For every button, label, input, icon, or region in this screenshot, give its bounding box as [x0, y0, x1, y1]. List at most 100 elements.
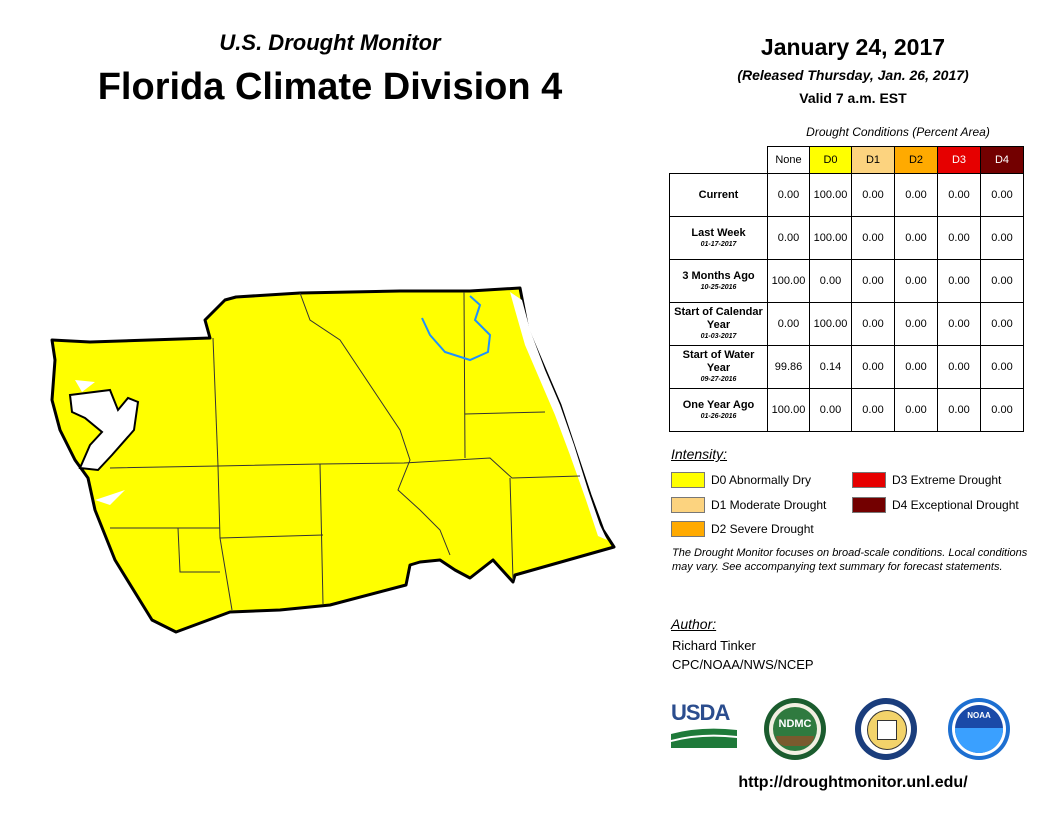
- cell-value: 0.00: [851, 259, 895, 303]
- col-none: None: [767, 146, 810, 174]
- doc-seal-logo: [855, 698, 917, 760]
- bay-water-3: [95, 490, 125, 505]
- bay-water-2: [75, 380, 95, 392]
- county-line: [177, 527, 220, 573]
- table-row: One Year Ago 01-26-2016 100.00 0.00 0.00 0.00…: [669, 388, 1024, 432]
- cell-value: 100.00: [809, 302, 852, 346]
- county-line: [219, 534, 324, 539]
- cell-value: 0.00: [937, 259, 981, 303]
- cell-value: 0.00: [980, 216, 1024, 260]
- author-org: CPC/NOAA/NWS/NCEP: [672, 657, 814, 672]
- release-date: (Released Thursday, Jan. 26, 2017): [737, 67, 969, 83]
- table-caption: Drought Conditions (Percent Area): [806, 125, 990, 139]
- cell-value: 100.00: [809, 216, 852, 260]
- row-date: 10-25-2016: [700, 283, 737, 291]
- row-label: Last Week 01-17-2017: [669, 216, 768, 260]
- header-blank: [670, 147, 768, 174]
- usda-logo: USDA: [671, 700, 737, 750]
- river: [421, 295, 492, 362]
- table-row: Last Week 01-17-2017 0.00 100.00 0.00 0.00 0.0…: [669, 216, 1024, 260]
- table-row: Start of Calendar Year 01-03-2017 0.00 100.…: [669, 302, 1024, 346]
- cell-value: 100.00: [767, 388, 810, 432]
- legend-swatch: [671, 521, 705, 537]
- valid-time: Valid 7 a.m. EST: [799, 90, 907, 106]
- cell-value: 100.00: [767, 259, 810, 303]
- cell-value: 0.00: [809, 259, 852, 303]
- cell-value: 0.00: [980, 345, 1024, 389]
- author-label: Author:: [671, 616, 717, 632]
- row-label: One Year Ago 01-26-2016: [669, 388, 768, 432]
- map-title: Florida Climate Division 4: [97, 66, 563, 108]
- legend-swatch: [671, 497, 705, 513]
- legend-item: D2 Severe Drought: [671, 521, 814, 537]
- disclaimer-note: The Drought Monitor focuses on broad-sca…: [672, 547, 1028, 573]
- coast-water: [510, 292, 607, 540]
- legend-swatch: [852, 497, 886, 513]
- noaa-logo-text: NOAA: [967, 711, 991, 720]
- row-label-text: One Year Ago: [682, 398, 755, 411]
- cell-value: 0.14: [809, 345, 852, 389]
- division-map: [50, 286, 616, 634]
- cell-value: 0.00: [894, 216, 938, 260]
- row-label-text: Start of Calendar Year: [674, 306, 763, 331]
- cell-value: 0.00: [767, 173, 810, 217]
- legend-text: D2 Severe Drought: [711, 522, 814, 536]
- ndmc-logo-text: NDMC: [778, 718, 812, 730]
- county-line: [212, 337, 219, 467]
- ndmc-logo: NDMC: [764, 698, 826, 760]
- row-date: 09-27-2016: [700, 376, 737, 383]
- row-date: 01-03-2017: [700, 333, 737, 340]
- website-link[interactable]: http://droughtmonitor.unl.edu/: [738, 774, 968, 791]
- table-row: Current 0.00 100.00 0.00 0.00 0.00 0.00: [669, 173, 1024, 217]
- legend-text: D3 Extreme Drought: [892, 473, 1002, 487]
- county-line: [509, 477, 514, 581]
- usda-logo-text: USDA: [671, 700, 730, 725]
- cell-value: 0.00: [894, 302, 938, 346]
- legend-text: D4 Exceptional Drought: [892, 498, 1019, 512]
- author-name: Richard Tinker: [672, 638, 756, 653]
- col-d1: D1: [851, 146, 895, 174]
- legend-swatch: [671, 472, 705, 488]
- table-row: Start of Water Year 09-27-2016 99.86 0.14 0.…: [669, 345, 1024, 389]
- col-d0: D0: [809, 146, 852, 174]
- cell-value: 0.00: [851, 345, 895, 389]
- county-line: [299, 292, 451, 556]
- cell-value: 0.00: [980, 388, 1024, 432]
- map-subtitle: U.S. Drought Monitor: [219, 30, 441, 55]
- table-row: 3 Months Ago 10-25-2016 100.00 0.00 0.00 0.00…: [669, 259, 1024, 303]
- valid-date: January 24, 2017: [760, 34, 946, 60]
- noaa-logo: NOAA: [948, 698, 1010, 760]
- legend-text: D1 Moderate Drought: [711, 498, 827, 512]
- cell-value: 0.00: [809, 388, 852, 432]
- county-line: [319, 463, 324, 605]
- legend-item: D0 Abnormally Dry: [671, 472, 811, 488]
- cell-value: 0.00: [937, 216, 981, 260]
- cell-value: 0.00: [894, 173, 938, 217]
- cell-value: 100.00: [809, 173, 852, 217]
- cell-value: 0.00: [937, 173, 981, 217]
- cell-value: 0.00: [767, 216, 810, 260]
- cell-value: 0.00: [851, 173, 895, 217]
- row-date: 01-17-2017: [700, 240, 737, 248]
- row-label: 3 Months Ago 10-25-2016: [669, 259, 768, 303]
- cell-value: 0.00: [851, 388, 895, 432]
- cell-value: 99.86: [767, 345, 810, 389]
- cell-value: 0.00: [851, 216, 895, 260]
- col-d2: D2: [894, 146, 938, 174]
- cell-value: 0.00: [937, 388, 981, 432]
- cell-value: 0.00: [937, 345, 981, 389]
- cell-value: 0.00: [980, 173, 1024, 217]
- col-d3: D3: [937, 146, 981, 174]
- cell-value: 0.00: [980, 259, 1024, 303]
- usda-hills-icon: [671, 728, 737, 748]
- bay-water: [68, 388, 140, 472]
- cell-value: 0.00: [894, 345, 938, 389]
- county-line: [463, 291, 466, 459]
- cell-value: 0.00: [894, 259, 938, 303]
- row-label-text: Last Week: [691, 226, 746, 239]
- row-label: Current: [669, 173, 768, 217]
- cell-value: 0.00: [851, 302, 895, 346]
- legend-item: D4 Exceptional Drought: [852, 497, 1019, 513]
- row-label-text: Current: [698, 188, 739, 201]
- legend-swatch: [852, 472, 886, 488]
